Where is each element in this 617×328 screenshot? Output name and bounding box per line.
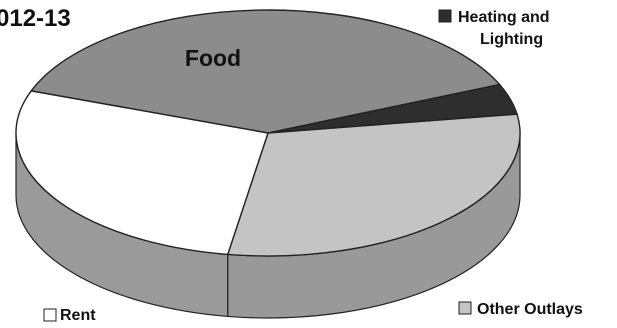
legend-label-heating-and-lighting: Heating and [458, 9, 550, 26]
legend-swatch-other-outlays [458, 301, 472, 315]
legend-swatch-heating-and-lighting [438, 9, 452, 23]
chart-texts: 012-13 Food [0, 5, 241, 71]
legend-label-heating-and-lighting-line-2: Lighting [480, 31, 543, 48]
legend-label-rent: Rent [60, 307, 96, 324]
pie-slices [15, 9, 521, 257]
slice-food [29, 9, 501, 134]
legend: Heating and Lighting Other Outlays Rent [43, 9, 583, 324]
legend-swatch-rent [43, 308, 57, 322]
legend-label-other-outlays: Other Outlays [477, 301, 583, 318]
slice-rent [15, 90, 269, 256]
data-label-food: Food [185, 45, 241, 71]
slice-other-outlays [226, 113, 521, 257]
chart-title: 012-13 [0, 5, 71, 32]
